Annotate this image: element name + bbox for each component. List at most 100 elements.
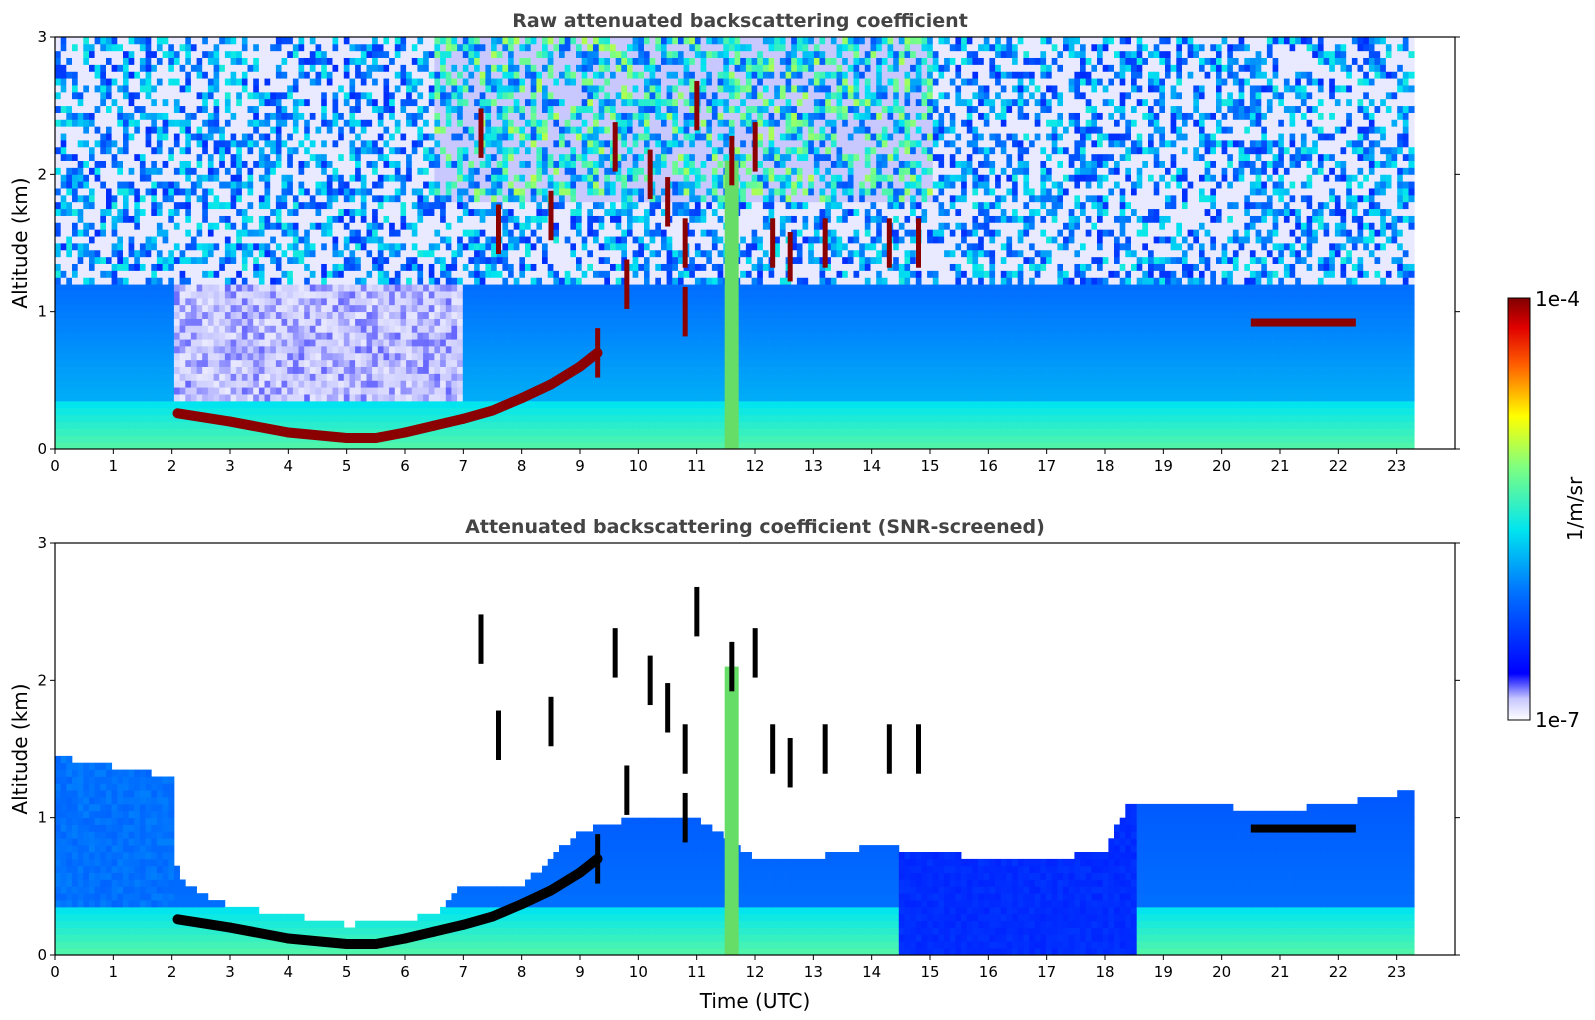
- heatmap-cell: [123, 64, 130, 72]
- heatmap-cell: [287, 263, 294, 271]
- heatmap-cell: [94, 325, 101, 333]
- heatmap-cell: [275, 85, 282, 93]
- heatmap-cell: [462, 304, 469, 313]
- heatmap-cell: [519, 153, 526, 161]
- heatmap-cell: [55, 78, 62, 86]
- heatmap-cell: [247, 78, 254, 86]
- heatmap-cell: [151, 256, 158, 264]
- heatmap-cell: [156, 215, 163, 223]
- heatmap-cell: [281, 91, 288, 100]
- heatmap-cell: [287, 442, 294, 450]
- heatmap-cell: [423, 50, 430, 58]
- heatmap-cell: [258, 57, 265, 65]
- heatmap-cell: [196, 352, 203, 361]
- heatmap-cell: [360, 277, 367, 285]
- heatmap-cell: [139, 277, 146, 285]
- heatmap-cell: [117, 133, 124, 141]
- heatmap-cell: [60, 236, 67, 244]
- heatmap-cell: [287, 229, 294, 237]
- heatmap-cell: [343, 318, 350, 326]
- heatmap-cell: [139, 78, 146, 86]
- heatmap-cell: [309, 43, 316, 52]
- heatmap-cell: [389, 119, 396, 127]
- heatmap-cell: [247, 43, 254, 52]
- heatmap-cell: [72, 160, 79, 168]
- heatmap-cell: [309, 277, 316, 285]
- heatmap-cell: [162, 98, 169, 107]
- heatmap-cell: [304, 421, 311, 429]
- heatmap-cell: [100, 153, 107, 161]
- heatmap-cell: [440, 236, 447, 244]
- heatmap-cell: [440, 243, 447, 251]
- heatmap-cell: [117, 414, 124, 422]
- heatmap-cell: [89, 133, 96, 141]
- heatmap-cell: [94, 174, 101, 182]
- heatmap-cell: [474, 43, 481, 52]
- heatmap-cell: [428, 194, 435, 203]
- heatmap-cell: [236, 291, 243, 299]
- heatmap-cell: [123, 366, 130, 374]
- heatmap-cell: [258, 387, 265, 395]
- heatmap-cell: [156, 277, 163, 285]
- heatmap-cell: [440, 373, 447, 381]
- heatmap-cell: [190, 249, 197, 258]
- heatmap-cell: [502, 174, 509, 182]
- heatmap-cell: [134, 91, 141, 100]
- heatmap-cell: [111, 133, 118, 141]
- heatmap-cell: [451, 153, 458, 161]
- heatmap-cell: [377, 64, 384, 72]
- heatmap-cell: [400, 311, 407, 319]
- heatmap-cell: [258, 167, 265, 175]
- heatmap-cell: [258, 105, 265, 113]
- heatmap-cell: [134, 78, 141, 86]
- heatmap-cell: [207, 291, 214, 299]
- heatmap-cell: [258, 153, 265, 161]
- heatmap-cell: [474, 222, 481, 230]
- heatmap-cell: [360, 421, 367, 429]
- heatmap-cell: [468, 421, 475, 429]
- heatmap-cell: [304, 208, 311, 216]
- heatmap-cell: [117, 167, 124, 175]
- heatmap-cell: [83, 442, 90, 450]
- heatmap-cell: [156, 435, 163, 443]
- heatmap-cell: [287, 119, 294, 127]
- heatmap-cell: [377, 304, 384, 313]
- heatmap-cell: [241, 91, 248, 100]
- heatmap-cell: [100, 394, 107, 402]
- heatmap-cell: [326, 339, 333, 347]
- heatmap-cell: [123, 270, 130, 278]
- heatmap-cell: [394, 64, 401, 72]
- heatmap-cell: [168, 194, 175, 203]
- heatmap-cell: [462, 78, 469, 86]
- heatmap-cell: [338, 112, 345, 120]
- heatmap-cell: [513, 91, 520, 100]
- heatmap-cell: [77, 407, 84, 416]
- heatmap-cell: [377, 297, 384, 306]
- heatmap-cell: [72, 346, 79, 354]
- heatmap-cell: [400, 50, 407, 58]
- heatmap-cell: [258, 277, 265, 285]
- heatmap-cell: [55, 64, 62, 72]
- heatmap-cell: [94, 339, 101, 347]
- heatmap-cell: [462, 394, 469, 402]
- heatmap-cell: [298, 64, 305, 72]
- heatmap-cell: [185, 394, 192, 402]
- heatmap-cell: [434, 153, 441, 161]
- heatmap-cell: [321, 414, 328, 422]
- heatmap-cell: [428, 181, 435, 189]
- heatmap-cell: [111, 105, 118, 113]
- heatmap-cell: [519, 43, 526, 52]
- heatmap-cell: [349, 407, 356, 416]
- heatmap-cell: [440, 222, 447, 230]
- heatmap-cell: [55, 201, 62, 210]
- heatmap-cell: [66, 208, 73, 216]
- heatmap-cell: [343, 112, 350, 120]
- heatmap-cell: [219, 37, 226, 45]
- heatmap-cell: [275, 380, 282, 388]
- heatmap-cell: [502, 105, 509, 113]
- heatmap-cell: [389, 201, 396, 210]
- heatmap-cell: [434, 112, 441, 120]
- heatmap-cell: [519, 201, 526, 210]
- heatmap-cell: [502, 215, 509, 223]
- heatmap-cell: [394, 71, 401, 79]
